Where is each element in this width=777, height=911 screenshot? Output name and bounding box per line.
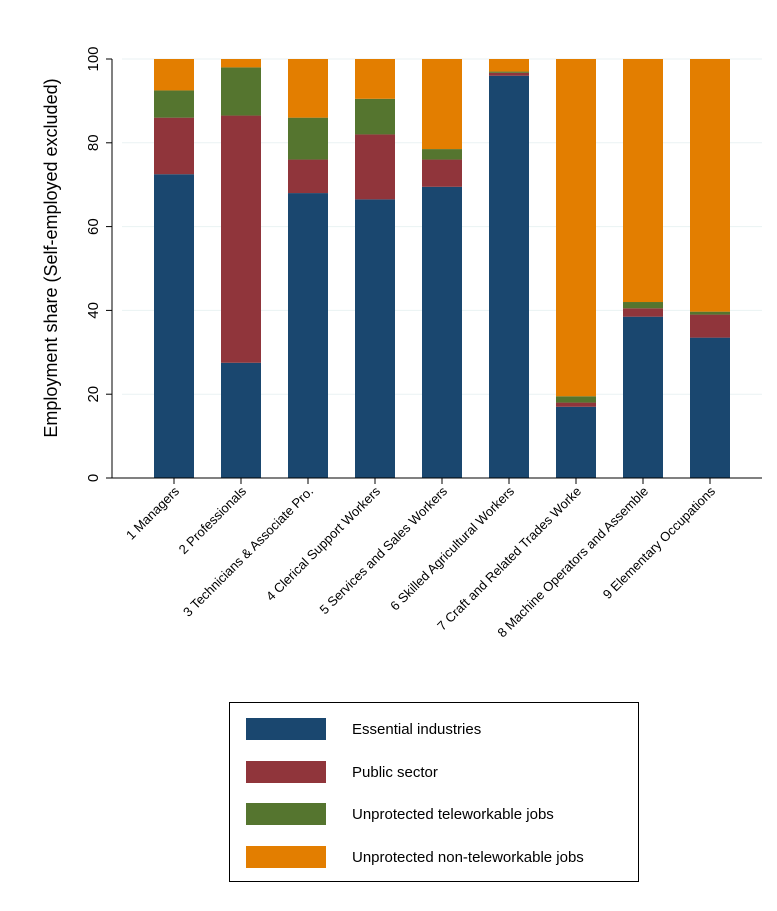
bar-segment (422, 186, 462, 479)
x-tick-label: 1 Managers (123, 483, 183, 543)
x-tick-label: 6 Skilled Agricultural Workers (387, 483, 517, 613)
legend-swatch (246, 803, 326, 825)
bar-segment (221, 67, 261, 116)
bar-segment (623, 316, 663, 478)
bar-segment (556, 406, 596, 478)
bar-segment (422, 149, 462, 160)
y-tick-label: 20 (85, 386, 102, 403)
y-tick-label: 40 (85, 302, 102, 319)
bar-segment (556, 402, 596, 407)
bar-segment (288, 159, 328, 194)
bar-segment (355, 134, 395, 200)
bar-segment (221, 59, 261, 68)
x-tick-label: 2 Professionals (176, 483, 250, 557)
bar-segment (422, 159, 462, 187)
legend: Essential industries Public sector Unprote… (229, 702, 639, 882)
x-tick-label: 9 Elementary Occupations (600, 483, 719, 602)
legend-swatch (246, 846, 326, 868)
legend-label: Essential industries (352, 720, 482, 738)
legend-item: Public sector (246, 759, 438, 785)
bar-segment (355, 199, 395, 479)
bar-segment (154, 117, 194, 175)
bar-segment (221, 362, 261, 478)
legend-item: Unprotected teleworkable jobs (246, 801, 554, 827)
legend-label: Unprotected teleworkable jobs (352, 805, 554, 823)
y-axis-label: Employment share (Self-employed excluded… (41, 78, 61, 437)
bar-segment (690, 59, 730, 312)
y-tick-label: 100 (85, 46, 102, 71)
y-tick-label: 60 (85, 218, 102, 235)
x-tick-label: 4 Clerical Support Workers (263, 483, 384, 604)
bar-segment (690, 314, 730, 338)
x-tick-label: 8 Machine Operators and Assemble (494, 484, 651, 641)
legend-swatch (246, 718, 326, 740)
bar-segment (489, 72, 529, 76)
legend-label: Public sector (352, 763, 438, 781)
x-tick-label: 3 Technicians & Associate Pro. (180, 484, 316, 620)
bar-segment (489, 71, 529, 73)
legend-item: Essential industries (246, 716, 481, 742)
bar-segment (154, 90, 194, 118)
bar-segment (623, 59, 663, 303)
legend-label: Unprotected non-teleworkable jobs (352, 848, 584, 866)
bar-segment (355, 98, 395, 135)
bar-segment (288, 117, 328, 160)
bars (154, 59, 730, 479)
bar-segment (623, 308, 663, 317)
bar-segment (556, 396, 596, 403)
bar-segment (556, 59, 596, 397)
bar-segment (623, 302, 663, 309)
legend-item: Unprotected non-teleworkable jobs (246, 844, 584, 870)
x-tick-label: 7 Craft and Related Trades Worke (434, 484, 584, 634)
y-tick-label: 0 (85, 474, 102, 482)
bar-segment (690, 311, 730, 315)
y-tick-label: 80 (85, 134, 102, 151)
bar-segment (288, 59, 328, 118)
bar-segment (422, 59, 462, 150)
legend-swatch (246, 761, 326, 783)
x-tick-label: 5 Services and Sales Workers (317, 483, 451, 617)
bar-segment (154, 174, 194, 478)
bar-segment (221, 115, 261, 363)
bar-segment (489, 59, 529, 72)
bar-segment (489, 75, 529, 478)
bar-segment (355, 59, 395, 99)
bar-segment (288, 193, 328, 478)
bar-segment (690, 337, 730, 478)
bar-segment (154, 59, 194, 91)
